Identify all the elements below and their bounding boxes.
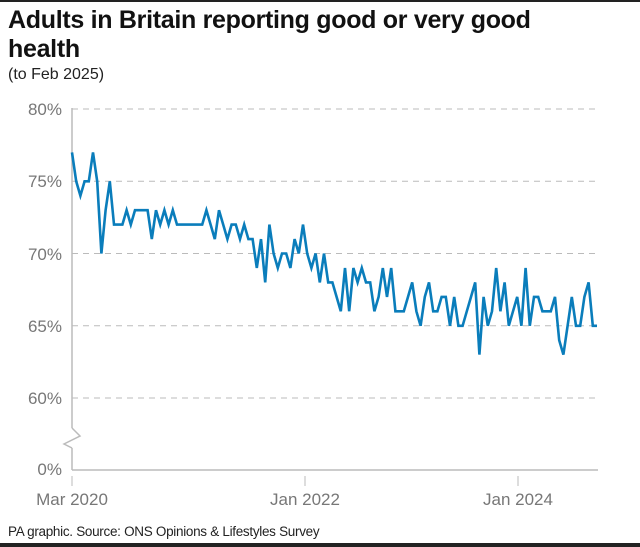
- x-tick-jan-2022: Jan 2022: [270, 490, 340, 509]
- y-tick-75: 75%: [28, 172, 62, 191]
- y-tick-80: 80%: [28, 100, 62, 119]
- y-tick-65: 65%: [28, 317, 62, 336]
- source-note: PA graphic. Source: ONS Opinions & Lifes…: [8, 524, 320, 539]
- x-tick-mar-2020: Mar 2020: [36, 490, 108, 509]
- axis-break-icon: [62, 427, 82, 449]
- chart-subtitle: (to Feb 2025): [8, 66, 105, 83]
- y-tick-60: 60%: [28, 389, 62, 408]
- y-tick-70: 70%: [28, 245, 62, 264]
- chart-title: Adults in Britain reporting good or very…: [8, 6, 531, 63]
- x-tick-jan-2024: Jan 2024: [483, 490, 553, 509]
- series-line-0: [70, 152, 597, 355]
- y-tick-0: 0%: [37, 460, 62, 479]
- top-rule: [0, 0, 640, 2]
- bottom-rule: [0, 543, 640, 547]
